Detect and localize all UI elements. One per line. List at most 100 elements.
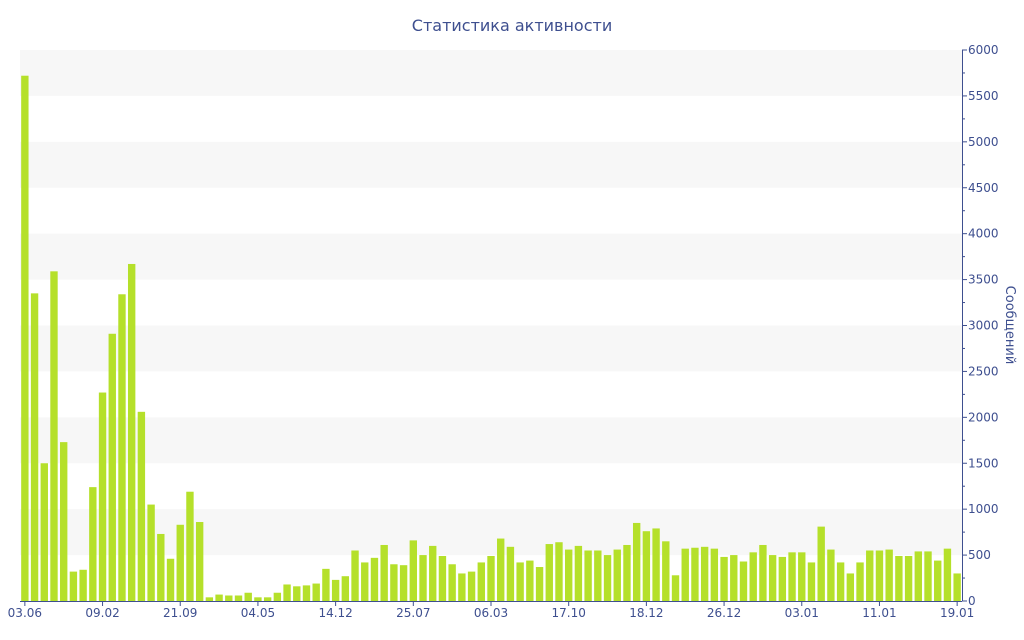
bar xyxy=(914,551,922,601)
bar xyxy=(603,555,612,601)
bar xyxy=(157,533,165,601)
y-tick-label: 500 xyxy=(968,548,991,562)
bar xyxy=(904,556,913,601)
bar xyxy=(875,550,884,601)
bar xyxy=(40,463,48,601)
bar xyxy=(108,333,116,601)
bar xyxy=(506,546,515,601)
bar xyxy=(866,550,874,601)
bar xyxy=(584,550,592,601)
bar xyxy=(234,595,243,601)
bar xyxy=(710,548,719,601)
bar xyxy=(565,549,573,601)
bar xyxy=(380,544,388,601)
y-tick-label: 5000 xyxy=(968,135,999,149)
bar xyxy=(846,573,855,601)
bar xyxy=(817,526,825,601)
y-tick-label: 1000 xyxy=(968,502,999,516)
bar xyxy=(477,562,485,601)
bar xyxy=(768,555,777,601)
bar xyxy=(331,579,340,601)
bar xyxy=(127,263,136,601)
x-tick-label: 11.01 xyxy=(862,606,896,620)
x-tick-label: 19.01 xyxy=(940,606,974,620)
bar xyxy=(215,594,223,601)
bar xyxy=(312,583,320,601)
bar xyxy=(574,545,583,601)
bar xyxy=(351,550,359,601)
bar xyxy=(778,556,787,601)
bar xyxy=(50,271,58,601)
bar xyxy=(118,294,126,601)
bar xyxy=(662,541,670,601)
bar xyxy=(652,528,660,601)
bar xyxy=(60,442,68,601)
x-tick-label: 03.01 xyxy=(785,606,819,620)
x-tick-label: 09.02 xyxy=(85,606,119,620)
grid-band xyxy=(20,50,962,96)
bar xyxy=(166,558,175,601)
x-tick-label: 17.10 xyxy=(552,606,586,620)
bar xyxy=(69,571,78,601)
bar xyxy=(137,411,146,601)
bar xyxy=(293,586,301,601)
bar xyxy=(98,392,107,601)
bars xyxy=(21,75,961,601)
bar xyxy=(458,573,466,601)
bar xyxy=(943,548,952,601)
y-axis: 0 500 1000 1500 2000 2500 3000 3500 4000 4500 5000… xyxy=(962,43,999,608)
bar xyxy=(176,524,184,601)
y-tick-label: 3000 xyxy=(968,319,999,333)
bar xyxy=(79,569,87,601)
grid-band xyxy=(20,417,962,464)
bar xyxy=(613,549,621,601)
bar xyxy=(370,557,379,601)
bar xyxy=(195,522,204,601)
bar xyxy=(807,562,816,601)
bar xyxy=(89,487,97,601)
x-tick-label: 21.09 xyxy=(163,606,197,620)
bar xyxy=(545,544,553,601)
bar xyxy=(438,556,447,601)
bar xyxy=(730,555,738,601)
bar xyxy=(390,564,398,601)
grid-bands xyxy=(20,50,962,556)
y-tick-label: 0 xyxy=(968,594,976,608)
x-axis: 03.06 09.02 21.09 04.05 14.12 25.07 06.03 17.10… xyxy=(8,601,974,620)
bar xyxy=(720,556,728,601)
x-tick-label: 14.12 xyxy=(318,606,352,620)
bar xyxy=(681,548,689,601)
bar xyxy=(516,562,524,601)
bar xyxy=(429,545,437,601)
bar xyxy=(759,544,767,601)
bar xyxy=(526,560,534,601)
bar xyxy=(361,562,369,601)
bar xyxy=(225,595,233,601)
bar xyxy=(953,573,961,601)
y-tick-label: 2000 xyxy=(968,410,999,424)
bar xyxy=(448,564,456,601)
y-tick-label: 5500 xyxy=(968,89,999,103)
bar xyxy=(30,293,39,601)
bar xyxy=(467,571,476,601)
x-tick-label: 26.12 xyxy=(707,606,741,620)
bar xyxy=(700,546,709,601)
grid-band xyxy=(20,141,962,188)
bar xyxy=(419,555,427,601)
grid-band xyxy=(20,325,962,372)
bar xyxy=(322,568,330,601)
bar xyxy=(788,552,796,601)
y-tick-label: 6000 xyxy=(968,43,999,57)
y-tick-label: 1500 xyxy=(968,456,999,470)
bar xyxy=(924,551,932,601)
bar xyxy=(691,547,699,601)
bar xyxy=(497,538,505,601)
bar xyxy=(856,562,864,601)
bar xyxy=(671,575,680,601)
bar xyxy=(934,560,942,601)
bar xyxy=(642,531,651,601)
chart-title: Статистика активности xyxy=(412,16,612,35)
bar xyxy=(749,552,757,601)
